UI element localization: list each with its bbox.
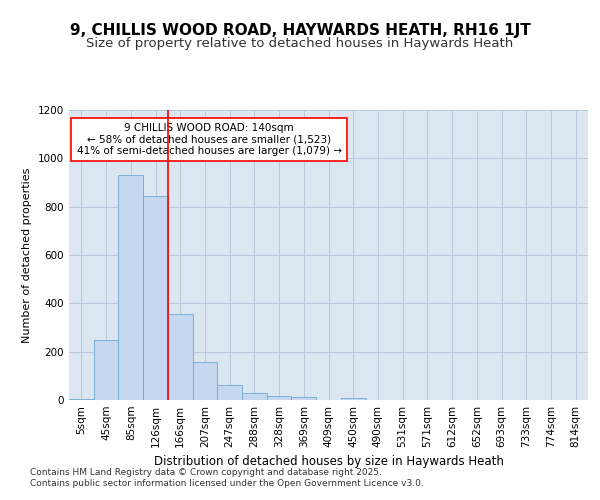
Text: Size of property relative to detached houses in Haywards Heath: Size of property relative to detached ho… [86, 38, 514, 51]
Bar [168, 314, 193, 400]
Text: Contains HM Land Registry data © Crown copyright and database right 2025.
Contai: Contains HM Land Registry data © Crown c… [30, 468, 424, 487]
Bar [267, 396, 292, 400]
Bar [94, 340, 118, 400]
Text: 9 CHILLIS WOOD ROAD: 140sqm
← 58% of detached houses are smaller (1,523)
41% of : 9 CHILLIS WOOD ROAD: 140sqm ← 58% of det… [77, 123, 341, 156]
Bar [242, 393, 267, 400]
Bar [217, 385, 242, 400]
Y-axis label: Number of detached properties: Number of detached properties [22, 168, 32, 342]
Bar [143, 196, 168, 400]
Bar [118, 176, 143, 400]
Bar [69, 399, 94, 400]
Bar [193, 362, 217, 400]
Text: 9, CHILLIS WOOD ROAD, HAYWARDS HEATH, RH16 1JT: 9, CHILLIS WOOD ROAD, HAYWARDS HEATH, RH… [70, 22, 530, 38]
Bar [341, 398, 365, 400]
Bar [292, 397, 316, 400]
X-axis label: Distribution of detached houses by size in Haywards Heath: Distribution of detached houses by size … [154, 456, 503, 468]
